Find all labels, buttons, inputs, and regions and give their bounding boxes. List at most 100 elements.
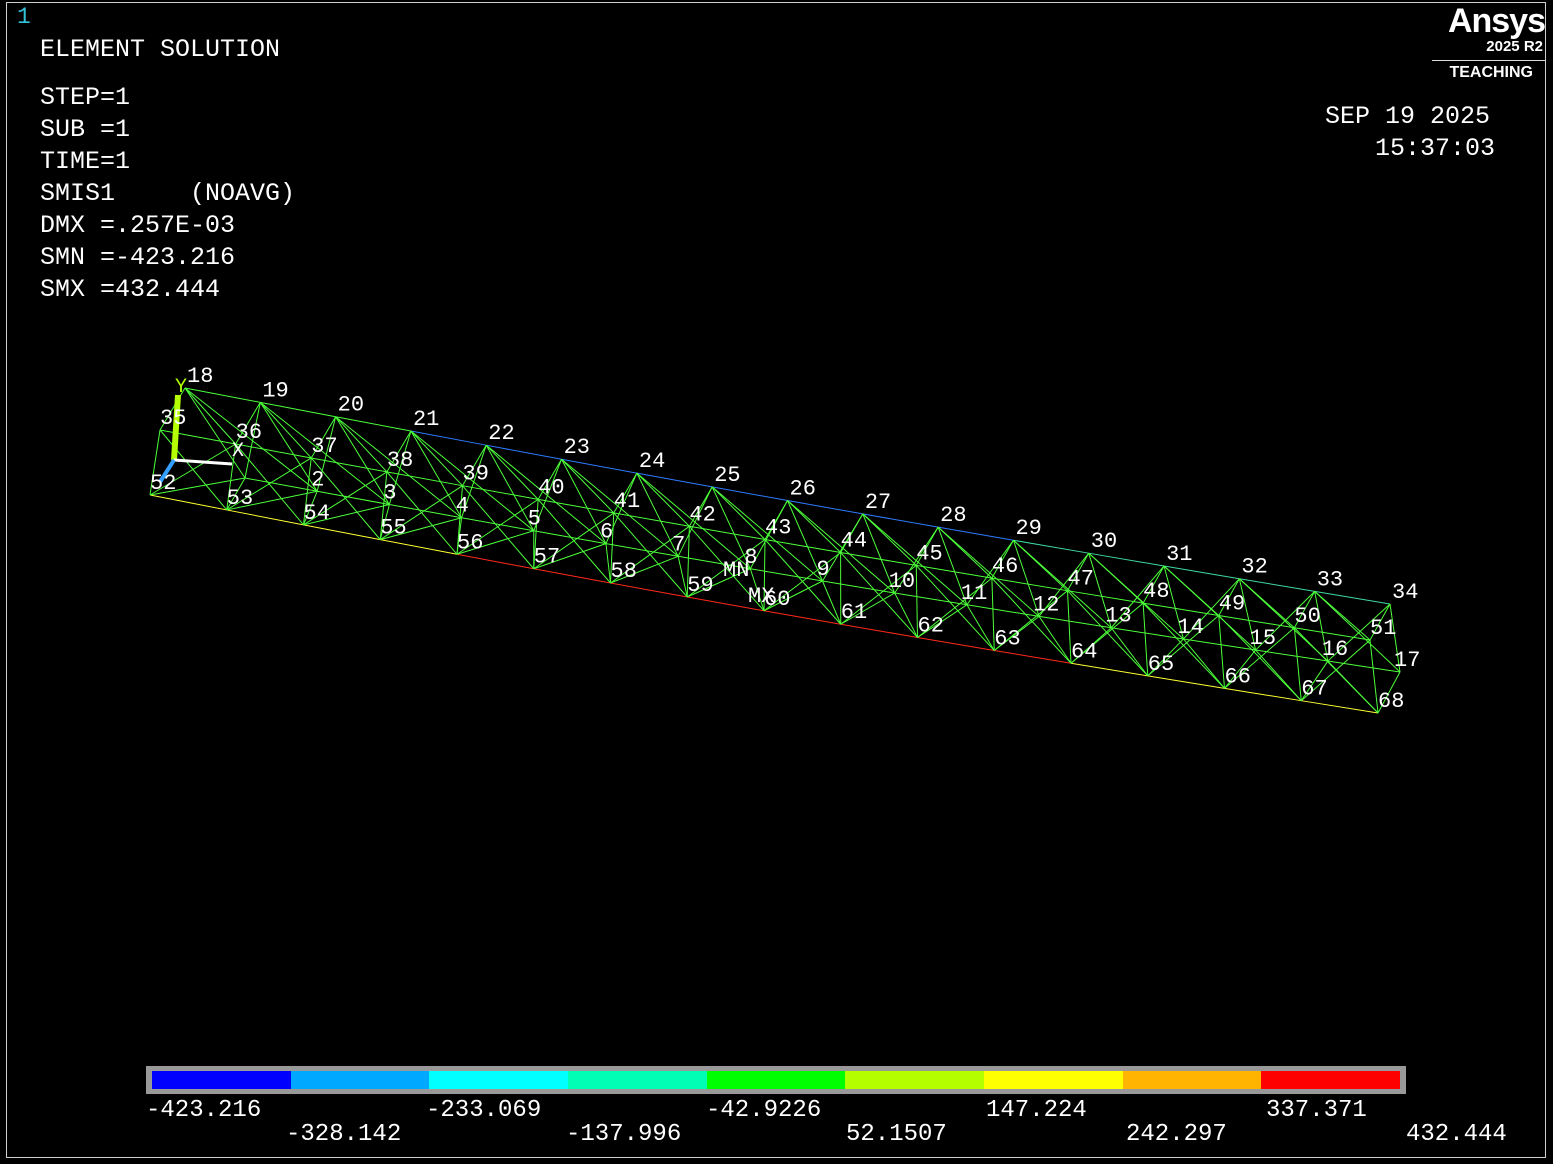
- element-edge: [1224, 687, 1302, 702]
- node-label: 27: [865, 490, 891, 515]
- node-label: 12: [1033, 592, 1059, 617]
- legend-swatch: [429, 1071, 569, 1089]
- element-edge: [379, 504, 390, 540]
- node-label: 20: [338, 393, 364, 418]
- element-edge: [1067, 590, 1144, 604]
- element-edge: [335, 416, 390, 505]
- element-edge: [533, 512, 615, 570]
- element-edge: [1012, 540, 1040, 617]
- legend-swatch: [1122, 1071, 1262, 1089]
- element-edge: [226, 457, 312, 511]
- node-label: 53: [227, 486, 253, 511]
- element-edge: [917, 577, 993, 638]
- node-label: 29: [1015, 516, 1041, 541]
- element-edge: [1110, 565, 1165, 629]
- element-edge: [1238, 578, 1257, 651]
- node-label: 11: [961, 581, 987, 606]
- element-edge: [764, 539, 841, 554]
- logo-edition: TEACHING: [1449, 64, 1533, 81]
- element-edge: [966, 604, 1040, 617]
- y-axis-label: Y: [175, 376, 187, 399]
- element-edge: [149, 494, 227, 511]
- element-edge: [533, 543, 607, 570]
- element-edge: [1013, 539, 1068, 592]
- element-edge: [235, 443, 304, 526]
- element-edge: [303, 504, 390, 526]
- element-edge: [966, 604, 995, 651]
- element-edge: [561, 458, 679, 557]
- element-edge: [1147, 615, 1220, 677]
- node-label: 46: [992, 554, 1018, 579]
- element-edge: [1067, 590, 1072, 664]
- element-edge: [1300, 639, 1371, 702]
- element-edge: [689, 525, 766, 540]
- plot-time: 15:37:03: [1375, 134, 1496, 163]
- element-edge: [410, 430, 463, 487]
- element-edge: [937, 526, 993, 579]
- node-label: 5: [528, 507, 541, 532]
- element-edge: [686, 539, 766, 598]
- legend-swatch: [845, 1071, 985, 1089]
- legend-value: -42.9226: [706, 1097, 822, 1124]
- element-edge: [687, 568, 751, 598]
- element-edge: [1088, 553, 1112, 628]
- element-edge: [226, 443, 237, 511]
- element-edge: [764, 500, 788, 540]
- element-edge: [917, 604, 968, 638]
- element-edge: [259, 402, 318, 492]
- node-label: 33: [1317, 567, 1343, 592]
- element-edge: [994, 649, 1072, 664]
- element-edge: [184, 387, 246, 479]
- node-label: 16: [1322, 637, 1348, 662]
- node-label: 45: [916, 541, 942, 566]
- min-marker: MN: [723, 558, 749, 583]
- coordinate-triad: Y X: [158, 376, 244, 484]
- node-label: 13: [1105, 604, 1131, 629]
- element-edge: [303, 457, 312, 525]
- node-label: 64: [1071, 639, 1097, 664]
- element-edge: [410, 430, 535, 532]
- plot-title: ELEMENT SOLUTION: [40, 35, 281, 64]
- element-edge: [613, 472, 638, 514]
- node-label: 44: [841, 529, 867, 554]
- element-edge: [1239, 578, 1295, 629]
- element-edge: [787, 500, 863, 515]
- node-label: 2: [311, 467, 324, 492]
- element-edge: [259, 402, 312, 459]
- element-edge: [636, 472, 713, 488]
- node-labels: 1819202122232425262728293031323334353637…: [150, 364, 1420, 714]
- node-label: 19: [262, 378, 288, 403]
- element-edge: [763, 552, 841, 612]
- element-edge: [1070, 662, 1148, 677]
- node-label: 60: [764, 587, 790, 612]
- legend-value: 52.1507: [846, 1121, 947, 1148]
- graphics-window-frame: [6, 2, 1546, 1158]
- node-label: 39: [463, 462, 489, 487]
- element-edge: [1218, 615, 1225, 689]
- element-edge: [184, 387, 318, 492]
- element-edge: [605, 543, 611, 584]
- element-edge: [688, 486, 713, 527]
- element-edge: [610, 582, 688, 598]
- node-label: 40: [538, 475, 564, 500]
- element-edge: [1314, 591, 1401, 673]
- node-label: 68: [1378, 689, 1404, 714]
- window-number: 1: [17, 4, 31, 30]
- element-edge: [605, 472, 638, 544]
- element-edge: [456, 498, 539, 555]
- element-edge: [993, 590, 1068, 651]
- element-edge: [537, 499, 611, 584]
- element-edge: [235, 402, 261, 445]
- element-edge: [226, 490, 318, 511]
- element-edge: [763, 539, 766, 611]
- x-axis-line: [173, 458, 233, 466]
- element-edge: [916, 564, 992, 579]
- element-edge: [1067, 552, 1090, 591]
- element-edge: [260, 401, 336, 418]
- y-axis-line: [171, 394, 181, 461]
- element-edge: [1038, 616, 1072, 664]
- element-edge: [303, 491, 318, 526]
- element-edge: [915, 565, 918, 638]
- element-edge: [386, 471, 463, 487]
